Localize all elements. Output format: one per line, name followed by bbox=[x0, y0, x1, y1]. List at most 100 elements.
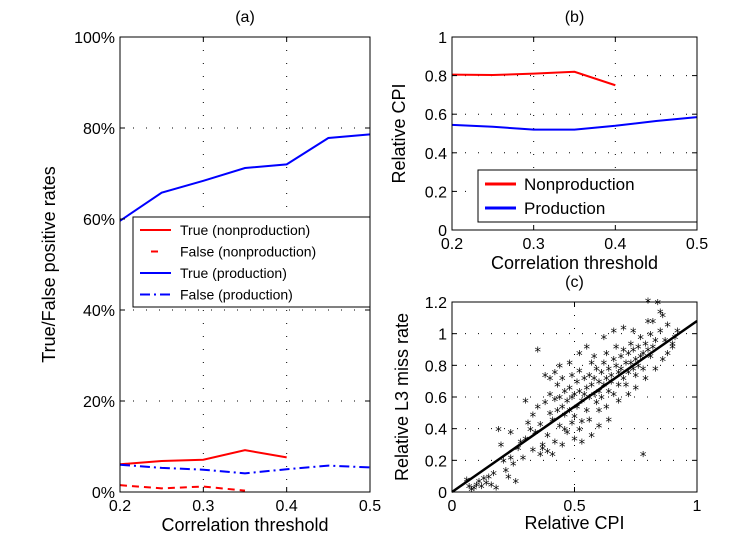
scatter-point: * bbox=[591, 374, 598, 389]
scatter-point: * bbox=[510, 460, 517, 475]
scatter-point: * bbox=[650, 317, 657, 332]
scatter-point: * bbox=[498, 441, 505, 456]
scatter-point: * bbox=[620, 346, 627, 361]
fit-line bbox=[451, 319, 698, 494]
y-tick-label: 60% bbox=[83, 212, 115, 229]
scatter-point: * bbox=[566, 384, 573, 399]
chart-c: ****************************************… bbox=[392, 274, 702, 533]
scatter-point: * bbox=[530, 411, 537, 426]
scatter-point: * bbox=[645, 297, 652, 312]
y-tick-label: 100% bbox=[74, 30, 115, 47]
scatter-point: * bbox=[635, 343, 642, 358]
y-tick-label: 0.6 bbox=[425, 107, 447, 124]
series-line-1 bbox=[119, 484, 246, 492]
scatter-point: * bbox=[623, 381, 630, 396]
scatter-point: * bbox=[669, 343, 676, 358]
scatter-point: * bbox=[608, 377, 615, 392]
scatter-point: * bbox=[552, 368, 559, 383]
scatter-point: * bbox=[625, 368, 632, 383]
scatter-point: * bbox=[564, 428, 571, 443]
scatter-point: * bbox=[512, 477, 519, 492]
scatter-point: * bbox=[576, 387, 583, 402]
scatter-point: * bbox=[483, 479, 490, 494]
y-tick-label: 1 bbox=[438, 30, 447, 47]
scatter-point: * bbox=[640, 450, 647, 465]
scatter-point: * bbox=[664, 349, 671, 364]
scatter-point: * bbox=[618, 352, 625, 367]
scatter-point: * bbox=[554, 381, 561, 396]
scatter-point: * bbox=[576, 425, 583, 440]
scatter-point: * bbox=[642, 374, 649, 389]
scatter-point: * bbox=[515, 444, 522, 459]
scatter-point: * bbox=[542, 398, 549, 413]
legend-box bbox=[132, 216, 371, 308]
scatter-point: * bbox=[520, 453, 527, 468]
scatter-point: * bbox=[608, 371, 615, 386]
scatter-point: * bbox=[606, 415, 613, 430]
x-tick-label: 0.4 bbox=[604, 236, 626, 253]
x-tick-label: 0.5 bbox=[686, 236, 708, 253]
scatter-point: * bbox=[606, 387, 613, 402]
scatter-point: * bbox=[559, 403, 566, 418]
scatter-point: * bbox=[544, 447, 551, 462]
chart-title: (b) bbox=[565, 9, 585, 26]
y-tick-label: 0.6 bbox=[425, 390, 447, 407]
scatter-point: * bbox=[552, 395, 559, 410]
scatter-point: * bbox=[581, 374, 588, 389]
scatter-point: * bbox=[530, 445, 537, 460]
scatter-point: * bbox=[490, 469, 497, 484]
y-tick-label: 20% bbox=[83, 394, 115, 411]
scatter-point: * bbox=[610, 390, 617, 405]
scatter-point: * bbox=[645, 346, 652, 361]
axes-box bbox=[451, 36, 698, 231]
x-tick-label: 0.2 bbox=[441, 236, 463, 253]
scatter-point: * bbox=[642, 339, 649, 354]
y-tick-label: 1.2 bbox=[425, 295, 447, 312]
scatter-point: * bbox=[571, 434, 578, 449]
y-tick-label: 0.8 bbox=[425, 358, 447, 375]
scatter-point: * bbox=[561, 411, 568, 426]
series-line-0 bbox=[119, 449, 287, 466]
scatter-point: * bbox=[539, 441, 546, 456]
y-tick-label: 40% bbox=[83, 303, 115, 320]
scatter-point: * bbox=[569, 419, 576, 434]
scatter-point: * bbox=[569, 393, 576, 408]
y-tick-label: 1 bbox=[438, 327, 447, 344]
scatter-point: * bbox=[620, 324, 627, 339]
scatter-point: * bbox=[566, 406, 573, 421]
scatter-point: * bbox=[557, 422, 564, 437]
scatter-point: * bbox=[603, 349, 610, 364]
scatter-point: * bbox=[659, 355, 666, 370]
x-axis-label: Correlation threshold bbox=[491, 253, 658, 273]
y-tick-label: 0.4 bbox=[425, 146, 447, 163]
scatter-point: * bbox=[581, 390, 588, 405]
scatter-point: * bbox=[579, 438, 586, 453]
scatter-point: * bbox=[613, 362, 620, 377]
scatter-point: * bbox=[571, 412, 578, 427]
scatter-point: * bbox=[473, 480, 480, 495]
scatter-point: * bbox=[650, 343, 657, 358]
y-tick-label: 80% bbox=[83, 121, 115, 138]
scatter-point: * bbox=[603, 403, 610, 418]
legend-label: True (nonproduction) bbox=[180, 222, 310, 238]
scatter-point: * bbox=[586, 393, 593, 408]
scatter-point: * bbox=[544, 431, 551, 446]
scatter-point: * bbox=[640, 349, 647, 364]
scatter-point: * bbox=[598, 393, 605, 408]
scatter-point: * bbox=[569, 371, 576, 386]
scatter-point: * bbox=[625, 390, 632, 405]
scatter-point: * bbox=[610, 327, 617, 342]
y-tick-label: 0 bbox=[438, 485, 447, 502]
scatter-point: * bbox=[672, 333, 679, 348]
scatter-point: * bbox=[478, 482, 485, 497]
scatter-point: * bbox=[547, 390, 554, 405]
x-tick-label: 0.2 bbox=[109, 498, 131, 515]
series-line-0 bbox=[451, 70, 616, 87]
scatter-point: * bbox=[557, 362, 564, 377]
scatter-point: * bbox=[561, 425, 568, 440]
scatter-point: * bbox=[601, 358, 608, 373]
scatter-point: * bbox=[503, 466, 510, 481]
scatter-point: * bbox=[669, 339, 676, 354]
scatter-point: * bbox=[552, 438, 559, 453]
